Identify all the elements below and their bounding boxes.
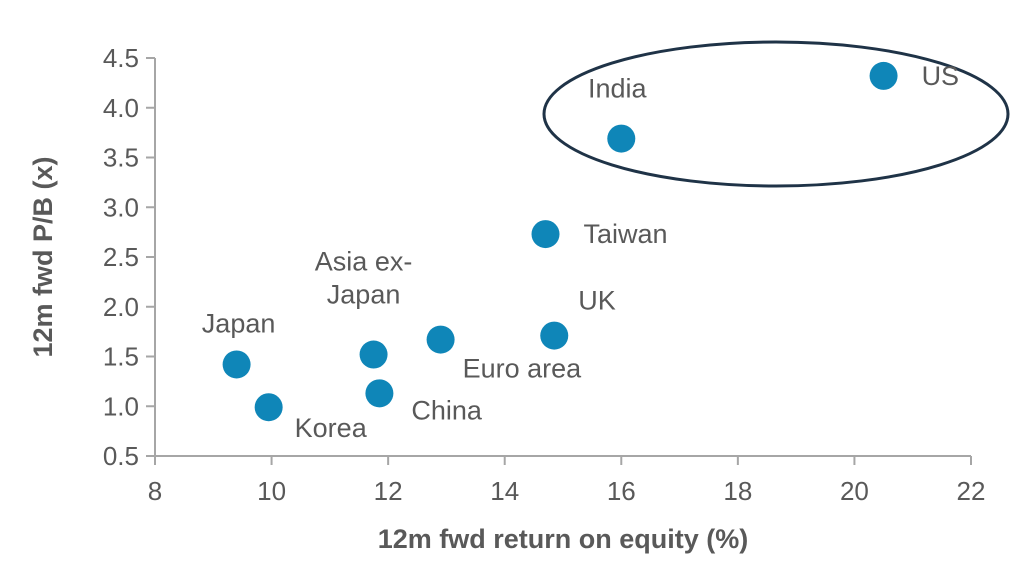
point-label: China	[411, 395, 483, 425]
x-tick-label: 16	[607, 476, 636, 506]
data-point	[365, 379, 394, 408]
y-tick-label: 4.5	[103, 43, 139, 73]
point-label: Korea	[295, 413, 368, 443]
x-tick-label: 8	[148, 476, 162, 506]
x-tick-label: 10	[257, 476, 286, 506]
point-label: Japan	[202, 308, 276, 338]
y-tick-label: 3.0	[103, 192, 139, 222]
point-label: Asia ex-	[315, 247, 413, 277]
y-tick-label: 2.5	[103, 242, 139, 272]
point-label: US	[922, 61, 960, 91]
x-tick-label: 14	[490, 476, 519, 506]
y-tick-label: 4.0	[103, 93, 139, 123]
data-point	[222, 350, 251, 379]
data-point	[540, 321, 569, 350]
point-label: UK	[578, 286, 616, 316]
point-label: Japan	[327, 280, 401, 310]
data-point	[426, 325, 455, 354]
y-tick-label: 2.0	[103, 292, 139, 322]
x-axis-ticks: 8 10 12 14 16 18 20 22	[148, 456, 986, 506]
y-tick-label: 1.0	[103, 391, 139, 421]
y-tick-label: 3.5	[103, 143, 139, 173]
y-tick-label: 1.5	[103, 342, 139, 372]
data-point	[359, 340, 388, 369]
x-axis-title: 12m fwd return on equity (%)	[378, 524, 749, 554]
x-tick-label: 12	[374, 476, 403, 506]
x-tick-label: 18	[723, 476, 752, 506]
point-label: Euro area	[463, 354, 583, 384]
point-label: Taiwan	[584, 219, 668, 249]
data-point	[531, 220, 560, 249]
x-tick-label: 20	[840, 476, 869, 506]
y-axis-ticks: 0.5 1.0 1.5 2.0 2.5 3.0 3.5 4.0 4.5	[103, 43, 155, 471]
y-tick-label: 0.5	[103, 441, 139, 471]
data-point	[869, 61, 898, 90]
x-tick-label: 22	[957, 476, 986, 506]
highlight-ellipse	[542, 40, 1010, 188]
data-point	[607, 124, 636, 153]
point-label: India	[588, 74, 648, 104]
y-axis-title: 12m fwd P/B (x)	[28, 156, 58, 357]
data-point	[254, 393, 283, 422]
